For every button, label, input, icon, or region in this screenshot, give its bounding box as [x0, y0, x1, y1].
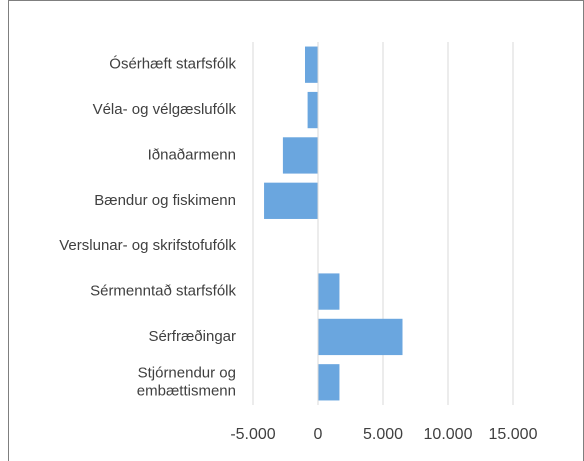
- bar: [318, 318, 403, 356]
- y-tick-label: Verslunar- og skrifstofufólk: [59, 237, 236, 254]
- y-tick-label: Stjórnendur og embættismenn: [137, 364, 236, 399]
- bar: [318, 273, 340, 310]
- y-tick-label: Iðnaðarmenn: [148, 146, 236, 163]
- y-tick-label: Véla- og vélgæslufólk: [93, 101, 237, 118]
- x-tick-label: -5.000: [230, 426, 275, 443]
- bar: [307, 91, 318, 129]
- bar: [318, 364, 340, 401]
- bar: [282, 137, 318, 174]
- x-tick-label: 0: [314, 426, 323, 443]
- bar: [305, 46, 318, 83]
- y-tick-label: Sérfræðingar: [148, 328, 236, 345]
- y-tick-label: Bændur og fiskimenn: [94, 192, 236, 209]
- x-tick-label: 5.000: [363, 426, 403, 443]
- x-tick-label: 10.000: [424, 426, 473, 443]
- y-tick-label: Sérmenntað starfsfólk: [90, 283, 236, 300]
- x-tick-label: 15.000: [489, 426, 538, 443]
- y-tick-label: Ósérhæft starfsfólk: [109, 56, 236, 73]
- bar: [264, 182, 318, 219]
